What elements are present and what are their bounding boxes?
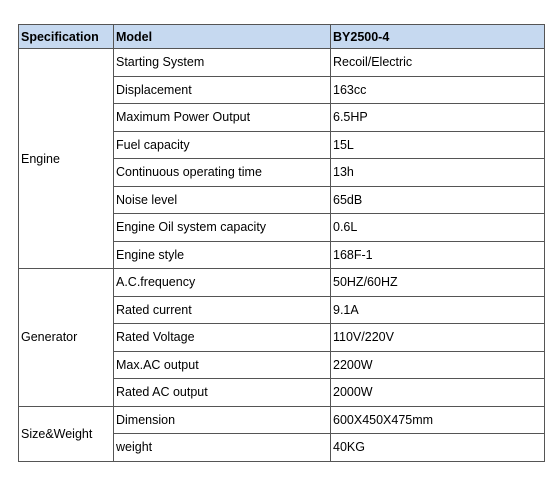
table-row: Engine Starting System Recoil/Electric xyxy=(18,48,545,269)
table-row: Maximum Power Output 6.5HP xyxy=(19,103,545,132)
spec-value: 50HZ/60HZ xyxy=(330,268,545,297)
table-row: Rated Voltage 110V/220V xyxy=(19,323,545,352)
spec-value: 15L xyxy=(330,130,545,159)
table-row: Displacement 163cc xyxy=(19,75,545,104)
table-row: Engine style 168F-1 xyxy=(19,240,545,269)
spec-value: 2000W xyxy=(330,378,545,407)
table-row: Rated current 9.1A xyxy=(19,295,545,324)
spec-name: Noise level xyxy=(113,185,331,214)
spec-name: Fuel capacity xyxy=(113,130,331,159)
spec-name: Continuous operating time xyxy=(113,158,331,187)
spec-value: 163cc xyxy=(330,75,545,104)
header-cell: Specification xyxy=(18,24,114,49)
group-label: Engine xyxy=(18,48,114,269)
spec-value: 0.6L xyxy=(330,213,545,242)
spec-value: 40KG xyxy=(330,433,545,462)
spec-name: weight xyxy=(113,433,331,462)
spec-value: 13h xyxy=(330,158,545,187)
group-label: Generator xyxy=(18,268,114,407)
table-row: weight 40KG xyxy=(19,433,545,462)
spec-name: Rated Voltage xyxy=(113,323,331,352)
spec-value: Recoil/Electric xyxy=(330,48,545,77)
table-row: Noise level 65dB xyxy=(19,185,545,214)
spec-value: 110V/220V xyxy=(330,323,545,352)
spec-name: Rated AC output xyxy=(113,378,331,407)
spec-name: Displacement xyxy=(113,75,331,104)
header-cell: BY2500-4 xyxy=(330,24,545,49)
table-row: Continuous operating time 13h xyxy=(19,158,545,187)
spec-table: Specification Model BY2500-4 Engine Starting… xyxy=(18,24,545,462)
spec-name: Maximum Power Output xyxy=(113,103,331,132)
table-row: Fuel capacity 15L xyxy=(19,130,545,159)
spec-name: Starting System xyxy=(113,48,331,77)
table-row: Specification Model BY2500-4 xyxy=(18,24,545,49)
group-label: Size&Weight xyxy=(18,405,114,462)
spec-value: 600X450X475mm xyxy=(330,405,545,434)
spec-value: 9.1A xyxy=(330,295,545,324)
spec-value: 2200W xyxy=(330,350,545,379)
spec-name: A.C.frequency xyxy=(113,268,331,297)
header-cell: Model xyxy=(113,24,331,49)
spec-name: Rated current xyxy=(113,295,331,324)
spec-value: 168F-1 xyxy=(330,240,545,269)
spec-name: Engine style xyxy=(113,240,331,269)
spec-name: Engine Oil system capacity xyxy=(113,213,331,242)
spec-value: 65dB xyxy=(330,185,545,214)
spec-name: Dimension xyxy=(113,405,331,434)
table-row: Size&Weight Dimension 600X450X475mm xyxy=(18,405,545,462)
table-row: Engine Oil system capacity 0.6L xyxy=(19,213,545,242)
table-row: Rated AC output 2000W xyxy=(19,378,545,407)
table-row: Generator A.C.frequency 50HZ/60HZ xyxy=(18,268,545,407)
spec-name: Max.AC output xyxy=(113,350,331,379)
spec-value: 6.5HP xyxy=(330,103,545,132)
